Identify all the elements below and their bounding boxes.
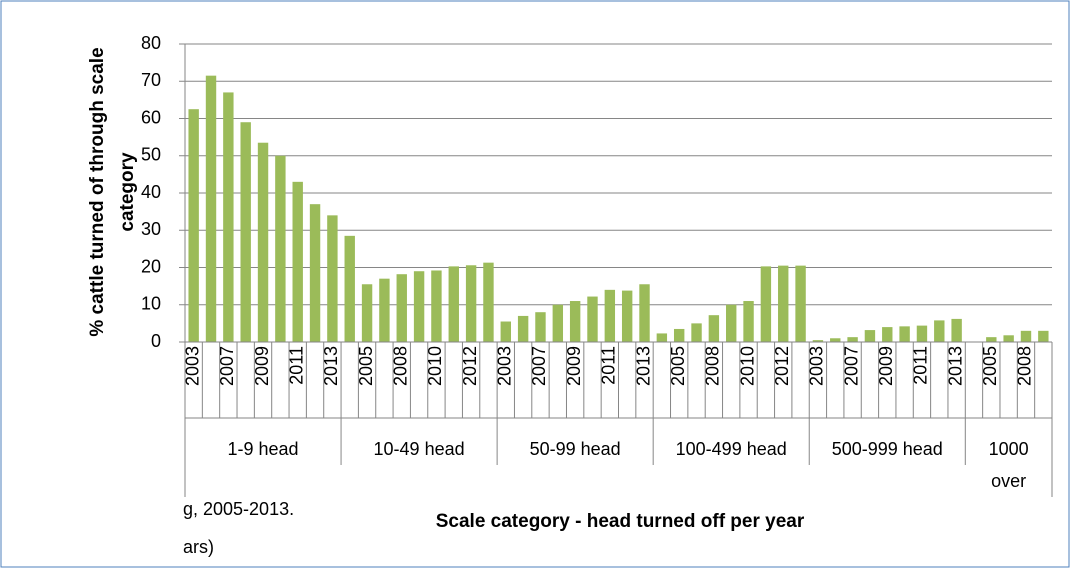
x-tick-label: 2013 [321,346,341,386]
y-tick-label: 70 [141,70,161,90]
x-tick-label: 2005 [980,346,1000,386]
group-label: 1-9 head [227,439,298,459]
bar [639,284,650,342]
x-tick-label: 2009 [876,346,896,386]
x-tick-label: 2012 [460,346,480,386]
note: g, 2005-2013. [183,499,294,519]
bar [275,155,286,342]
y-tick-label: 20 [141,256,161,276]
x-tick-label: 2011 [911,346,931,385]
bar [795,265,806,342]
group-label: 1000 over [989,439,1029,491]
bar [205,75,217,342]
bar [621,290,633,342]
x-tick-label: 2010 [737,346,757,386]
x-axis-title: Scale category - head turned off per yea… [436,511,805,532]
bar [691,323,702,342]
note: ars) [183,537,214,557]
x-tick-label: 2009 [564,346,584,386]
x-tick-label: 2003 [182,346,202,386]
bar [517,315,529,342]
bar [899,326,910,342]
y-tick-label: 40 [141,182,161,202]
bar [535,312,546,342]
x-tick-label: 2003 [807,346,827,386]
bar [413,271,425,342]
x-tick-label: 2007 [841,346,861,386]
group-label: 500-999 head [832,439,943,459]
x-tick-label: 2013 [633,346,653,386]
bar [569,301,581,342]
x-tick-label: 2009 [252,346,272,386]
bar [1003,335,1014,342]
bar [361,284,373,342]
bar [778,265,789,342]
bar [344,235,355,342]
y-axis-title: category [117,152,138,232]
x-tick-label: 2005 [668,346,688,386]
x-tick-label: 2008 [391,346,411,386]
group-label: 100-499 head [676,439,787,459]
bar [500,321,511,342]
bar [864,330,876,342]
bar [726,304,737,342]
bar [587,296,598,342]
bar [1038,330,1049,342]
y-tick-label: 80 [141,33,161,53]
bar [379,278,390,342]
x-tick-label: 2010 [425,346,445,386]
bar [951,318,962,342]
bar [431,270,442,342]
y-tick-label: 10 [141,294,161,314]
bar [223,92,234,342]
bar [292,181,303,342]
group-label-line: 1000 [989,439,1029,459]
bar [760,266,772,342]
y-axis-title: % cattle turned of through scale [87,47,108,336]
x-tick-label: 2008 [703,346,723,386]
group-label-line: over [991,471,1026,491]
x-tick-label: 2007 [217,346,237,386]
x-tick-label: 2013 [945,346,965,386]
y-tick-label: 0 [151,331,161,351]
bar [1020,330,1032,342]
bar [743,301,754,342]
bar [188,109,199,342]
group-label: 10-49 head [374,439,465,459]
bar [604,289,616,342]
bar [327,215,338,342]
bar [448,266,459,342]
bar [396,274,407,342]
bar [656,333,668,342]
bar [552,304,564,342]
bar [916,325,928,342]
x-tick-label: 2011 [599,346,619,385]
bar [986,337,997,342]
x-tick-label: 2012 [772,346,792,386]
bar [882,327,893,342]
bar [934,320,945,342]
bar [812,340,824,342]
x-tick-label: 2005 [356,346,376,386]
x-tick-label: 2003 [495,346,515,386]
x-tick-label: 2007 [529,346,549,386]
bar [830,338,841,342]
bar [309,204,321,342]
x-tick-label: 2008 [1015,346,1035,386]
group-label: 50-99 head [530,439,621,459]
bar [240,122,251,342]
bar [708,315,720,342]
y-tick-label: 50 [141,145,161,165]
x-tick-label: 2011 [286,346,306,385]
bar [673,328,685,342]
bar [483,262,494,342]
bar [465,265,477,342]
bar [847,337,858,342]
y-tick-label: 60 [141,107,161,127]
bar [257,142,269,342]
y-tick-label: 30 [141,219,161,239]
